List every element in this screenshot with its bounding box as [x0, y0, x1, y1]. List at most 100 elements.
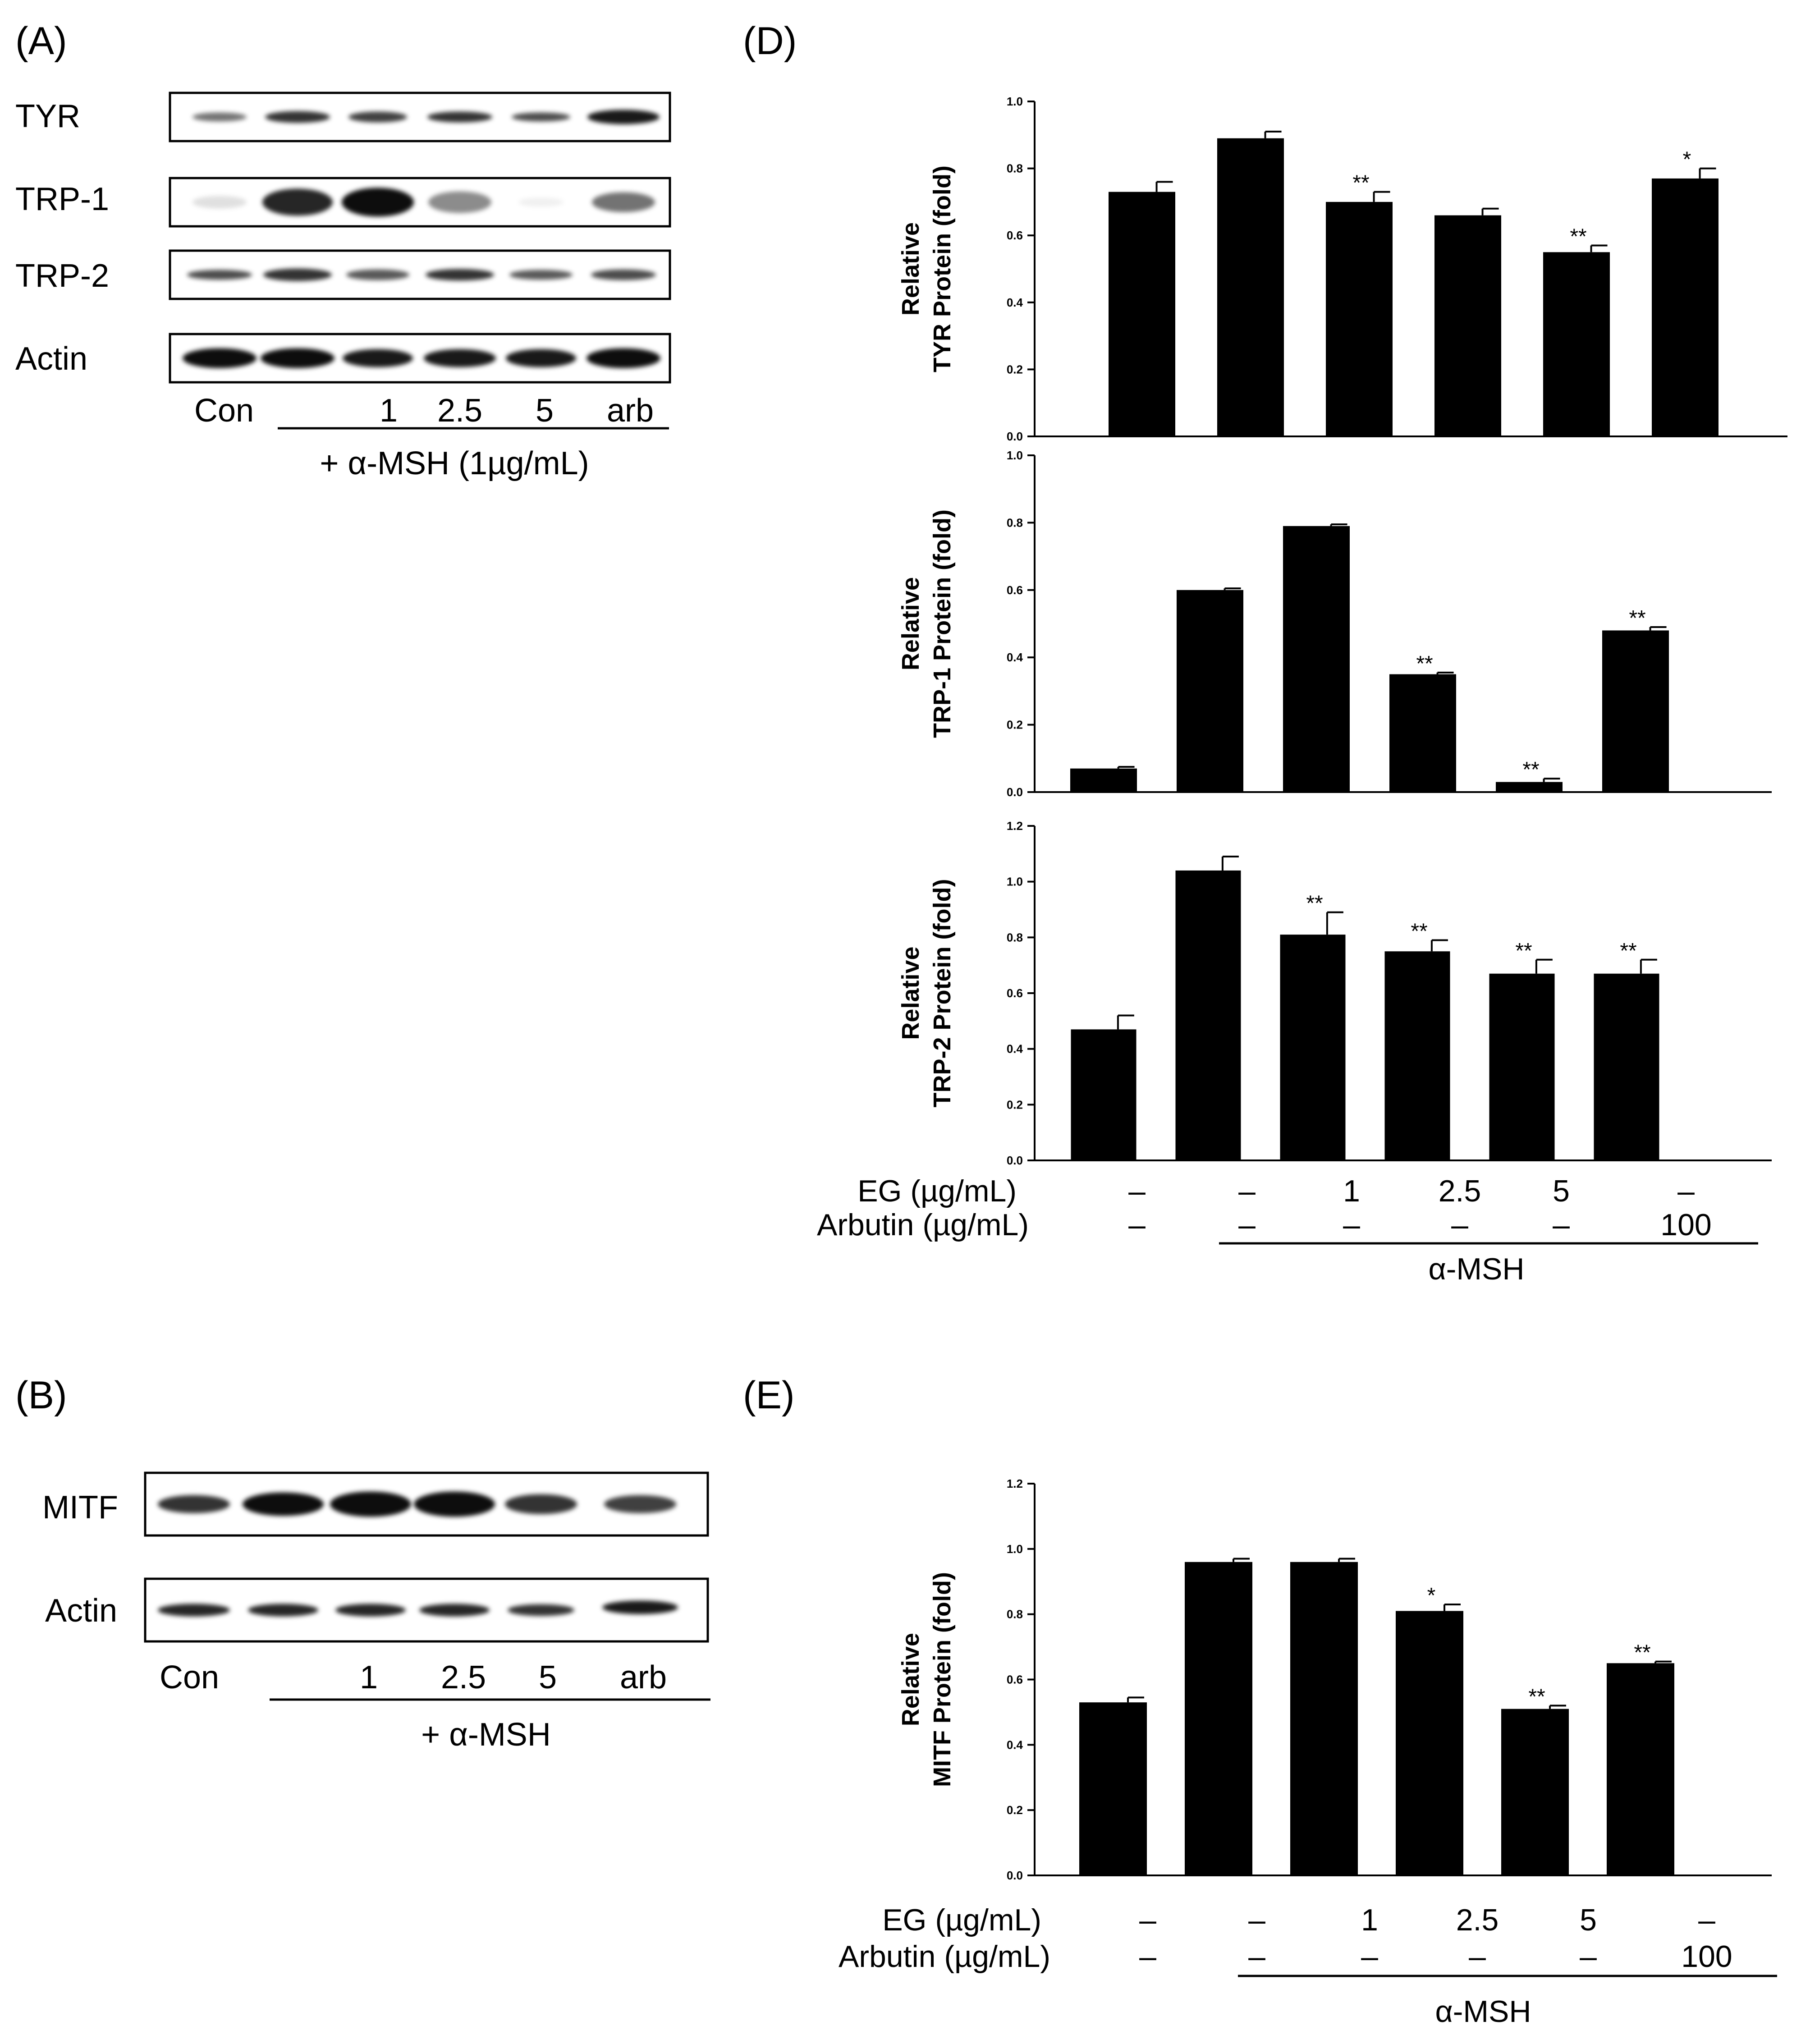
- conditions-d: EG (µg/mL) Arbutin (µg/mL) – –1 2.5 5 –– – – – –…: [817, 1174, 1758, 1286]
- bar-trp1-1: [1177, 590, 1243, 792]
- arbutin-value-d-0: –: [1128, 1208, 1146, 1242]
- arbutin-value-d-3: –: [1451, 1208, 1468, 1242]
- panel-label-b: (B): [15, 1374, 67, 1417]
- y-tick-label-trp2: 1.2: [1007, 819, 1023, 833]
- bar-mitf-0: [1079, 1702, 1147, 1875]
- significance-trp2-4: **: [1515, 939, 1532, 963]
- y-tick-label-tyr: 0.6: [1007, 229, 1023, 242]
- y-tick-label-trp2: 0.6: [1007, 986, 1023, 1000]
- bar-tyr-3: [1434, 215, 1501, 436]
- eg-value-e-2: 1: [1361, 1903, 1378, 1937]
- significance-mitf-5: **: [1634, 1641, 1650, 1665]
- y-tick-label-mitf: 1.2: [1007, 1477, 1023, 1490]
- y-tick-label-tyr: 0.2: [1007, 362, 1023, 376]
- eg-label-e: EG (µg/mL): [882, 1903, 1041, 1937]
- y-axis-title-line2-trp1: TRP-1 Protein (fold): [929, 509, 956, 738]
- eg-value-e-0: –: [1139, 1903, 1156, 1937]
- lane-label-arb-b: arb: [620, 1659, 667, 1696]
- blot-band: [428, 191, 491, 213]
- blot-band: [343, 349, 413, 367]
- significance-tyr-2: **: [1352, 171, 1369, 195]
- significance-tyr-4: **: [1570, 225, 1586, 248]
- blot-bands-actin-b: [158, 1600, 678, 1617]
- blot-band: [592, 192, 655, 212]
- y-tick-label-trp1: 0.8: [1007, 516, 1023, 529]
- blot-bands-actin-a: [183, 348, 660, 368]
- significance-trp1-3: **: [1416, 652, 1433, 676]
- blot-band: [192, 196, 247, 209]
- significance-trp2-3: **: [1411, 920, 1427, 944]
- y-tick-label-mitf: 0.2: [1007, 1803, 1023, 1817]
- y-axis-title-line1-mitf: Relative: [897, 1633, 924, 1726]
- significance-trp2-2: **: [1306, 892, 1323, 916]
- blot-row-label-trp1: TRP-1: [15, 181, 109, 217]
- bar-mitf-1: [1185, 1562, 1252, 1875]
- bar-tyr-2: [1326, 202, 1393, 436]
- blot-band: [187, 270, 252, 280]
- bar-trp2-0: [1071, 1029, 1137, 1160]
- y-axis-title-line1-trp2: Relative: [897, 946, 924, 1040]
- blot-band: [243, 1492, 324, 1516]
- blot-band: [424, 349, 496, 367]
- y-axis-title-line2-tyr: TYR Protein (fold): [929, 165, 956, 372]
- lane-label-5-b: 5: [539, 1659, 557, 1696]
- msh-label-d: α-MSH: [1428, 1252, 1524, 1286]
- y-tick-label-trp2: 1.0: [1007, 875, 1023, 889]
- bar-tyr-1: [1217, 138, 1284, 437]
- eg-value-e-5: –: [1698, 1903, 1715, 1937]
- bar-tyr-5: [1652, 178, 1719, 436]
- y-axis-title-line2-trp2: TRP-2 Protein (fold): [929, 879, 956, 1108]
- blot-bands-trp2: [187, 268, 656, 281]
- eg-value-d-3: 2.5: [1439, 1174, 1481, 1208]
- eg-value-d-1: –: [1238, 1174, 1256, 1208]
- y-tick-label-tyr: 1.0: [1007, 95, 1023, 108]
- blot-frame-trp1: [169, 177, 671, 228]
- blot-band: [512, 112, 570, 122]
- y-tick-label-trp1: 0.4: [1007, 651, 1023, 664]
- eg-value-d-2: 1: [1343, 1174, 1360, 1208]
- arbutin-value-d-2: –: [1343, 1208, 1360, 1242]
- bar-trp2-1: [1175, 870, 1241, 1160]
- bar-mitf-4: [1501, 1709, 1569, 1875]
- eg-value-e-1: –: [1248, 1903, 1265, 1937]
- blot-band: [183, 348, 257, 368]
- blot-band: [427, 111, 492, 123]
- y-tick-label-trp2: 0.8: [1007, 930, 1023, 944]
- eg-value-e-4: 5: [1580, 1903, 1597, 1937]
- y-axis-title-line2-mitf: MITF Protein (fold): [929, 1572, 956, 1787]
- bar-trp2-5: [1594, 973, 1659, 1160]
- blot-band: [587, 110, 660, 124]
- significance-trp1-5: **: [1629, 606, 1645, 630]
- blot-band: [158, 1604, 230, 1617]
- arbutin-label-e: Arbutin (µg/mL): [839, 1939, 1050, 1974]
- y-tick-label-mitf: 0.0: [1007, 1869, 1023, 1882]
- bar-trp1-2: [1283, 526, 1350, 792]
- condition-values-d: – –1 2.5 5 –– – – – –100: [1128, 1174, 1712, 1242]
- blot-band: [505, 1494, 577, 1514]
- arbutin-value-e-5: 100: [1681, 1939, 1732, 1974]
- blot-band: [587, 348, 660, 368]
- y-tick-label-trp1: 0.6: [1007, 583, 1023, 597]
- conditions-e: EG (µg/mL) Arbutin (µg/mL) – –1 2.5 5 –– – – – –…: [839, 1903, 1777, 2029]
- blot-band: [508, 1604, 574, 1616]
- lane-label-2-5-b: 2.5: [441, 1659, 486, 1696]
- y-tick-label-trp1: 0.2: [1007, 718, 1023, 732]
- blot-band: [419, 1604, 490, 1617]
- eg-label-d: EG (µg/mL): [857, 1174, 1017, 1208]
- lane-label-1-a: 1: [380, 393, 398, 429]
- y-tick-label-trp2: 0.0: [1007, 1154, 1023, 1167]
- y-axis-title-line1-trp1: Relative: [897, 577, 924, 670]
- blot-row-label-trp2: TRP-2: [15, 258, 109, 294]
- significance-mitf-3: *: [1427, 1584, 1436, 1608]
- blot-band: [346, 269, 409, 280]
- y-tick-label-tyr: 0.0: [1007, 430, 1023, 443]
- blot-band: [262, 188, 333, 216]
- arbutin-value-e-4: –: [1580, 1939, 1597, 1974]
- bar-trp1-0: [1070, 768, 1137, 792]
- western-blot-a: TYR TRP-1 TRP-2 Actin Con 1 2.5 5 arb + …: [15, 92, 671, 481]
- blot-row-label-actin-a: Actin: [15, 341, 87, 377]
- blot-band: [591, 269, 656, 280]
- bar-trp1-5: [1602, 630, 1669, 792]
- y-tick-label-tyr: 0.8: [1007, 162, 1023, 175]
